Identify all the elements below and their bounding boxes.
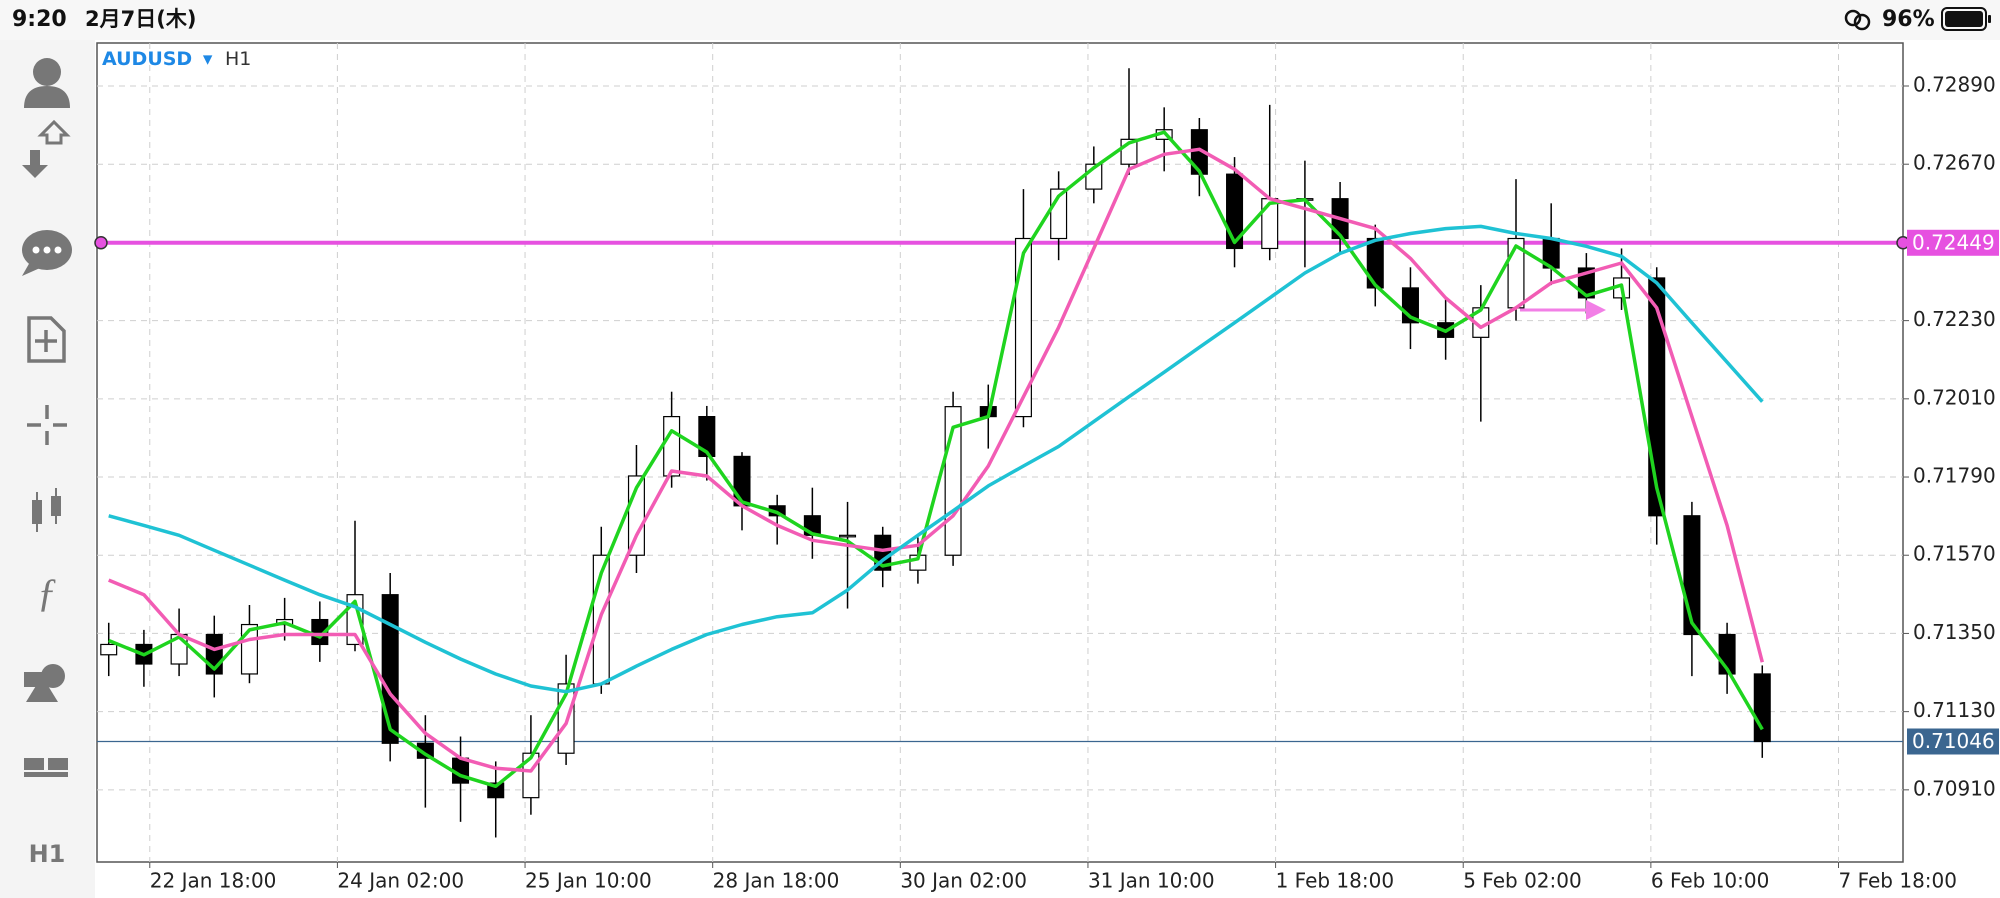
y-tick-label: 0.71350 [1913,620,1996,644]
candle-body [698,415,716,458]
indicators-button[interactable]: ƒ [37,570,57,615]
symbol-timeframe: H1 [225,48,251,70]
candle-body [1014,237,1032,418]
axis-labels: 0.72890 0.72670 0.72230 0.72010 0.71790 0.715… [149,73,1996,893]
account-button[interactable] [24,58,70,108]
candle-body [839,534,857,538]
x-tick-label: 5 Feb 02:00 [1463,869,1582,893]
x-tick-label: 7 Feb 18:00 [1839,869,1958,893]
y-tick-label: 0.72670 [1913,151,1996,175]
objects-button[interactable] [24,664,65,702]
plot-area [96,42,1904,863]
status-date: 2月7日(木) [85,7,196,31]
x-tick-label: 31 Jan 10:00 [1088,869,1215,893]
price-label: 0.72449 [1912,230,1995,254]
x-tick-label: 28 Jan 18:00 [713,869,840,893]
candle-body [381,594,399,744]
price-label-box [1907,728,1999,755]
candle-body [1261,198,1279,250]
arrow-annotation [1520,300,1606,320]
symbol-label[interactable]: AUDUSD ▾ H1 [102,48,251,70]
x-tick-label: 1 Feb 18:00 [1276,869,1395,893]
x-tick-label: 25 Jan 10:00 [525,869,652,893]
trade-button[interactable] [22,119,71,178]
price-label: 0.71046 [1912,729,1995,753]
toolbar [0,40,95,898]
moving-averages [108,130,1764,789]
new-order-button[interactable] [27,316,66,363]
svg-text:ƒ: ƒ [37,570,57,615]
moving-average-line [108,224,1764,694]
y-tick-label: 0.71790 [1913,464,1996,488]
status-bar [0,0,2000,40]
y-tick-label: 0.70910 [1913,776,1996,800]
moving-average-line [108,130,1764,789]
status-time: 9:20 [12,7,67,32]
candle-body [1226,173,1244,250]
candle-body [733,455,751,507]
chart-type-button[interactable] [32,488,61,532]
layout-button[interactable] [24,758,68,777]
symbol-name: AUDUSD [102,48,192,70]
x-tick-label: 24 Jan 02:00 [337,869,464,893]
x-tick-label: 30 Jan 02:00 [900,869,1027,893]
battery-icon [1941,7,1991,31]
candle-body [1366,237,1384,289]
candle-body [663,415,681,477]
candle-body [100,643,118,656]
x-tick-label: 22 Jan 18:00 [150,869,277,893]
y-tick-label: 0.71130 [1913,698,1996,722]
y-tick-label: 0.72230 [1913,307,1996,331]
crosshair-button[interactable] [27,405,67,445]
y-tick-label: 0.71570 [1913,542,1996,566]
candles [100,68,1771,838]
x-tick-label: 6 Feb 10:00 [1651,869,1770,893]
line-handle [94,236,108,250]
timeframe-button[interactable]: H1 [29,840,66,868]
battery-percent: 96% [1882,7,1935,32]
y-tick-label: 0.72890 [1913,73,1996,97]
link-icon [1844,9,1871,31]
moving-average-line [108,147,1764,773]
candle-body [1753,673,1771,743]
y-tick-label: 0.72010 [1913,385,1996,409]
price-label-box [1907,229,1999,256]
chat-button[interactable] [22,230,72,276]
symbol-marker: ▾ [203,48,213,70]
